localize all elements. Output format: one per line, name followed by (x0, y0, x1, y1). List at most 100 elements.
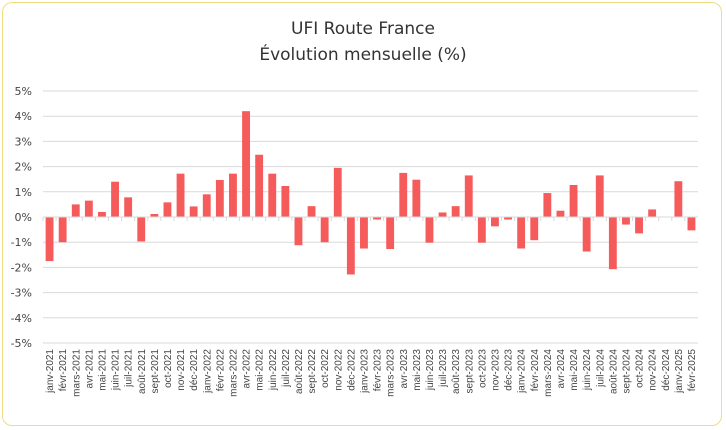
bar (281, 186, 290, 217)
bar (373, 217, 381, 220)
x-tick-label: déc-2024 (661, 349, 672, 391)
bar (464, 175, 473, 217)
bar (111, 181, 119, 217)
bar (451, 206, 460, 217)
x-tick-label: sept-2022 (307, 349, 318, 394)
bar (45, 217, 54, 262)
bar (399, 172, 408, 217)
x-tick-label: juil-2021 (124, 349, 135, 388)
bar (504, 217, 512, 220)
x-tick-label: janv-2023 (359, 349, 370, 394)
x-tick-label: févr-2024 (530, 349, 541, 392)
bar (255, 154, 264, 217)
x-tick-label: févr-2022 (215, 349, 226, 392)
y-tick-label: 3% (15, 135, 32, 148)
chart-title: UFI Route France (291, 19, 435, 39)
x-tick-label: août-2023 (451, 349, 462, 394)
x-tick-label: nov-2023 (490, 349, 501, 391)
bar (569, 184, 578, 217)
y-tick-label: -3% (11, 287, 32, 300)
bar (412, 179, 421, 217)
bar (595, 175, 604, 217)
x-tick-label: juin-2022 (268, 349, 279, 392)
x-tick-label: avr-2024 (556, 349, 567, 389)
x-tick-label: mars-2022 (228, 349, 239, 397)
y-tick-label: 4% (15, 110, 32, 123)
y-tick-label: -4% (11, 312, 32, 325)
y-tick-label: -5% (11, 337, 32, 350)
bar (124, 197, 133, 217)
bar (477, 217, 486, 243)
y-tick-label: 2% (15, 161, 32, 174)
x-tick-label: oct-2024 (635, 349, 646, 388)
bar (242, 111, 250, 217)
x-tick-label: mai-2021 (97, 349, 108, 391)
bar (556, 210, 565, 217)
bar (150, 213, 159, 217)
bar (360, 217, 368, 249)
bar (71, 204, 80, 217)
bar (58, 217, 67, 243)
bar (294, 217, 303, 246)
x-tick-label: nov-2021 (176, 349, 187, 391)
bar (98, 211, 106, 217)
bar (163, 202, 172, 217)
bar (346, 217, 355, 275)
x-tick-label: nov-2024 (648, 349, 659, 391)
x-tick-label: mai-2024 (569, 349, 580, 391)
x-tick-label: févr-2023 (373, 349, 384, 392)
x-tick-label: mars-2023 (386, 349, 397, 397)
bar (176, 173, 185, 217)
bar (608, 217, 617, 270)
x-tick-label: oct-2023 (477, 349, 488, 388)
bar (320, 217, 329, 243)
bar (425, 217, 434, 243)
bar (307, 206, 316, 217)
x-tick-label: juin-2024 (582, 349, 593, 392)
bar (137, 217, 146, 242)
x-tick-label: sept-2023 (464, 349, 475, 394)
x-tick-label: mars-2021 (71, 349, 82, 397)
y-tick-label: -2% (11, 261, 32, 274)
bar (229, 173, 237, 217)
x-tick-label: févr-2025 (687, 349, 698, 392)
bar (491, 217, 499, 227)
bar (202, 194, 211, 217)
bar (517, 217, 526, 249)
x-tick-label: août-2022 (294, 349, 305, 394)
bar (622, 217, 630, 225)
bar (582, 217, 591, 252)
x-tick-label: juil-2023 (438, 349, 449, 388)
bar (635, 217, 643, 234)
x-tick-label: août-2021 (137, 349, 148, 394)
y-tick-label: 5% (15, 85, 32, 98)
x-tick-label: juil-2024 (595, 349, 606, 388)
x-tick-label: oct-2021 (163, 349, 174, 388)
bar (687, 217, 696, 231)
bar (386, 217, 395, 250)
x-tick-label: juin-2021 (111, 349, 122, 392)
x-tick-label: déc-2021 (189, 349, 200, 391)
x-tick-label: janv-2024 (517, 349, 528, 394)
bar (648, 209, 657, 217)
x-tick-label: août-2024 (608, 349, 619, 394)
bar (215, 179, 224, 217)
x-tick-label: janv-2025 (674, 349, 685, 394)
x-tick-label: mai-2022 (255, 349, 266, 391)
bar (543, 193, 552, 217)
x-tick-label: juil-2022 (281, 349, 292, 388)
x-tick-label: avr-2022 (242, 349, 253, 389)
x-tick-label: avr-2023 (399, 349, 410, 389)
y-tick-label: 0% (15, 211, 32, 224)
x-tick-label: avr-2021 (84, 349, 95, 389)
x-tick-label: sept-2021 (150, 349, 161, 394)
bar (268, 173, 277, 217)
x-tick-label: oct-2022 (320, 349, 331, 388)
x-tick-label: déc-2023 (504, 349, 515, 391)
chart-subtitle: Évolution mensuelle (%) (259, 45, 467, 65)
x-tick-label: nov-2022 (333, 349, 344, 391)
x-tick-label: déc-2022 (346, 349, 357, 391)
bar (333, 167, 342, 217)
x-tick-label: janv-2021 (45, 349, 56, 394)
